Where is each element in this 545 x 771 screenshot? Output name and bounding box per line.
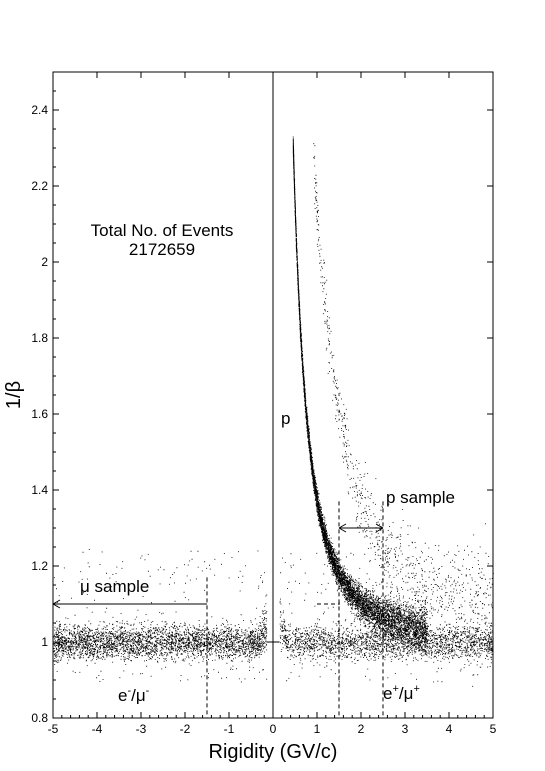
y-axis-title: 1/β (3, 381, 25, 409)
x-tick-label: -2 (180, 722, 191, 736)
pos-label-sup2: + (413, 683, 419, 695)
x-tick-label: -4 (92, 722, 103, 736)
x-tick-label: 0 (270, 722, 277, 736)
total-events-value: 2172659 (129, 240, 195, 259)
y-tick-label: 1 (41, 635, 48, 649)
y-tick-label: 2.4 (31, 103, 48, 117)
neg-label-sup2: - (146, 685, 150, 697)
x-tick-label: 2 (358, 722, 365, 736)
x-tick-label: 4 (446, 722, 453, 736)
axis-ticks: -5 -4 -3 -2 -1 0 1 2 3 4 5 0.8 1 1.2 1.4 1.6 1.8 2 2.2 2.4 (31, 71, 497, 736)
y-tick-label: 1.4 (31, 483, 48, 497)
total-events-label: Total No. of Events (91, 221, 234, 240)
p-sample-arrow-head-left (338, 523, 347, 533)
y-tick-label: 1.2 (31, 559, 48, 573)
neg-label-sup: - (127, 685, 131, 697)
negative-particles-label: e-/μ- (118, 685, 150, 705)
x-tick-label: 3 (402, 722, 409, 736)
p-sample-label: p sample (386, 488, 455, 507)
x-tick-label: -1 (224, 722, 235, 736)
x-tick-label: -3 (136, 722, 147, 736)
x-tick-label: 1 (314, 722, 321, 736)
y-tick-label: 2 (41, 255, 48, 269)
mu-sample-label: μ sample (80, 577, 149, 596)
neg-label-sep: /μ (131, 686, 146, 705)
y-tick-label: 1.8 (31, 331, 48, 345)
sample-guides (52, 72, 384, 718)
y-tick-label: 0.8 (31, 711, 48, 725)
y-tick-label: 2.2 (31, 179, 48, 193)
pos-label-sup: + (392, 683, 398, 695)
proton-label: p (281, 409, 290, 428)
p-sample-arrow-head-right (375, 523, 384, 533)
x-axis-title: Rigidity (GV/c) (209, 741, 338, 763)
x-tick-label: 5 (490, 722, 497, 736)
neg-label-main: e (118, 686, 127, 705)
positive-particles-label: e+/μ+ (383, 683, 420, 703)
pos-label-sep: /μ (399, 684, 414, 703)
mu-sample-arrow-head-left (52, 599, 61, 609)
pos-label-main: e (383, 684, 392, 703)
y-tick-label: 1.6 (31, 407, 48, 421)
x-tick-label: -5 (48, 722, 59, 736)
